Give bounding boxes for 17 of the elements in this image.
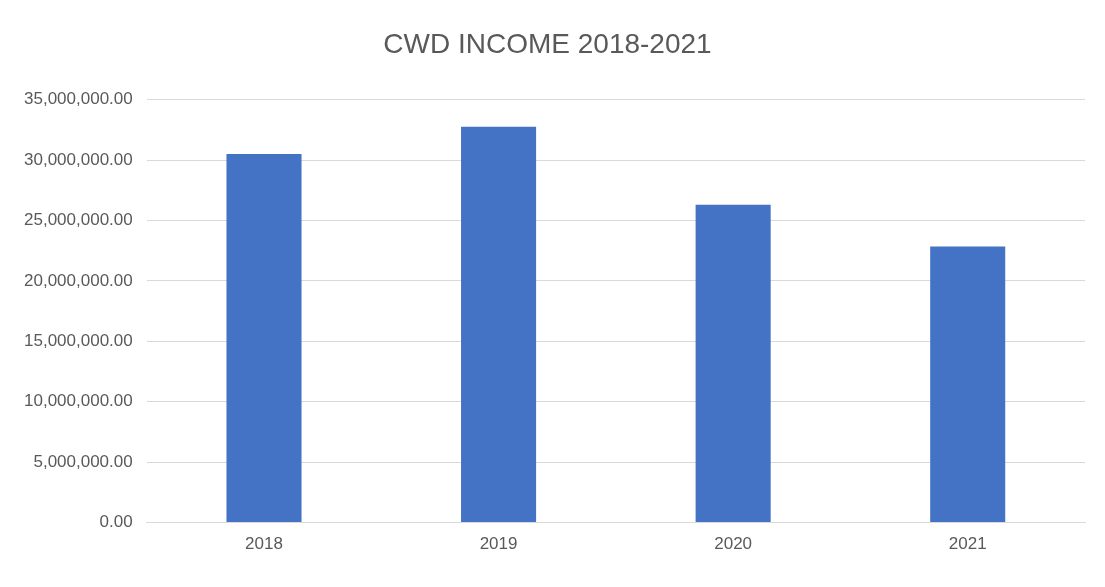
y-tick-label: 0.00 — [99, 512, 133, 532]
x-tick-label: 2018 — [245, 534, 283, 554]
x-tick-label: 2021 — [948, 534, 987, 554]
x-tick-label: 2019 — [479, 534, 518, 554]
y-tick-label: 30,000,000.00 — [24, 149, 133, 169]
chart-title: CWD INCOME 2018-2021 — [383, 27, 712, 59]
y-tick-label: 5,000,000.00 — [33, 451, 133, 471]
y-tick-label: 35,000,000.00 — [24, 89, 133, 109]
y-tick-label: 15,000,000.00 — [24, 331, 133, 350]
bar — [226, 153, 302, 523]
x-tick-label: 2020 — [714, 534, 753, 554]
y-tick-label: 20,000,000.00 — [24, 270, 133, 290]
bar — [461, 126, 537, 523]
bar — [695, 204, 771, 523]
y-tick-label: 10,000,000.00 — [24, 391, 133, 411]
bar — [930, 246, 1006, 523]
y-tick-label: 25,000,000.00 — [24, 210, 133, 230]
